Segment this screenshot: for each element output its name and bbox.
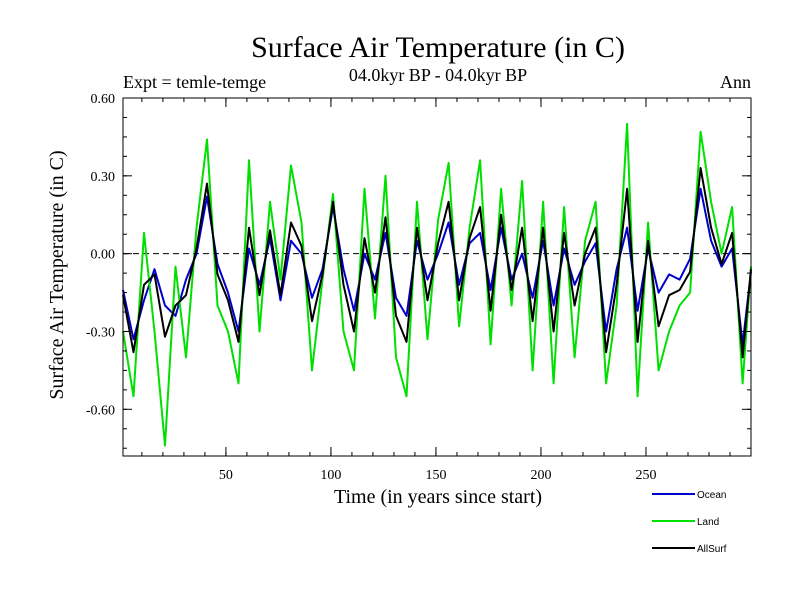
legend-label-allsurf: AllSurf [697, 544, 727, 555]
x-tick-label: 50 [219, 468, 233, 483]
y-tick-label: -0.30 [86, 325, 115, 340]
expt-label: Expt = temle-temge [123, 72, 266, 92]
period-label: Ann [720, 72, 751, 92]
x-tick-label: 200 [530, 468, 551, 483]
y-tick-label: 0.00 [91, 248, 116, 263]
x-axis-label: Time (in years since start) [334, 486, 542, 508]
series-line-land [122, 122, 752, 447]
chart-subtitle: 04.0kyr BP - 04.0kyr BP [349, 65, 527, 85]
y-axis-label: Surface Air Temperature (in C) [46, 150, 68, 399]
legend-label-land: Land [697, 517, 719, 528]
y-tick-label: 0.60 [91, 92, 116, 107]
legend-label-ocean: Ocean [697, 490, 726, 501]
chart-title: Surface Air Temperature (in C) [251, 31, 625, 64]
x-tick-label: 150 [425, 468, 446, 483]
plot-frame [122, 97, 752, 457]
series-line-allsurf [122, 167, 752, 359]
y-tick-label: 0.30 [91, 170, 116, 185]
legend: Ocean Land AllSurf [652, 490, 727, 555]
x-tick-label: 100 [320, 468, 341, 483]
y-tick-label: -0.60 [86, 403, 115, 418]
series-layer [122, 122, 752, 447]
x-tick-label: 250 [635, 468, 656, 483]
axes-layer: 50 100 150 200 250 0.60 0.30 0.00 -0.30 -0.60 [86, 92, 752, 483]
